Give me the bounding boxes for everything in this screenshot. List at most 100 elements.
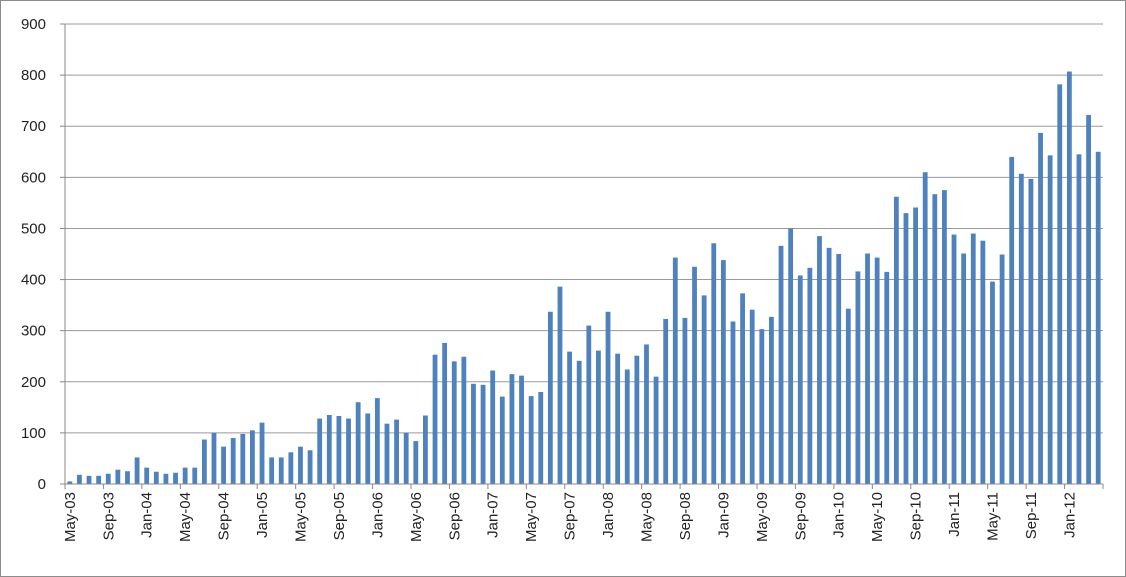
y-tick-label: 900: [21, 16, 46, 33]
bar: [423, 415, 428, 484]
bar: [605, 311, 611, 484]
bar: [653, 376, 659, 484]
bar: [519, 375, 524, 484]
bar: [903, 213, 909, 485]
x-tick-label: Jan-11: [946, 492, 963, 537]
bar: [1018, 173, 1024, 484]
x-tick-label: May-08: [638, 492, 655, 542]
bar: [769, 316, 774, 484]
bar: [326, 415, 332, 484]
x-tick-label: Sep-11: [1023, 492, 1040, 539]
bar: [374, 398, 380, 484]
bar: [865, 253, 870, 484]
x-tick-label: Sep-03: [100, 492, 117, 540]
bar: [644, 344, 649, 484]
bar: [499, 396, 505, 484]
bar: [615, 353, 621, 484]
bar: [672, 257, 678, 484]
bar: [471, 383, 476, 484]
y-tick-label: 400: [21, 272, 46, 289]
x-tick-labels: May-03 Sep-03 Jan-04 May-04 Sep-04 Jan-05 May-…: [62, 492, 1079, 542]
y-tick-label: 300: [21, 323, 46, 340]
x-tick-label: May-07: [523, 492, 540, 542]
y-tick-label: 200: [21, 374, 46, 391]
y-tick-label: 100: [21, 425, 46, 442]
x-tick-label: Sep-05: [331, 492, 348, 540]
x-tick-label: Jan-12: [1061, 492, 1078, 538]
x-tick-label: May-04: [177, 492, 194, 542]
bar: [942, 190, 947, 485]
bar: [547, 311, 553, 484]
bar: [797, 275, 803, 484]
x-tick-label: May-11: [984, 492, 1001, 541]
bar: [586, 325, 592, 484]
x-tick-label: Jan-04: [139, 492, 156, 538]
bar: [480, 384, 486, 484]
bar: [1038, 132, 1043, 484]
bar: [221, 446, 226, 484]
bar: [134, 457, 140, 484]
bar: [970, 233, 976, 484]
bar: [692, 266, 697, 484]
x-tick-label: Jan-08: [600, 492, 617, 538]
x-tick-label: May-06: [408, 492, 425, 542]
bar: [720, 260, 726, 484]
bar: [874, 257, 880, 484]
x-tick-label: May-05: [292, 492, 309, 542]
bar: [999, 254, 1005, 484]
bar: [557, 286, 563, 484]
x-tick-label: Sep-08: [677, 492, 694, 540]
x-tick-label: Sep-09: [792, 492, 809, 540]
bar: [461, 356, 467, 484]
bar: [144, 467, 150, 484]
bar: [855, 271, 861, 484]
bar: [836, 254, 842, 484]
bar: [1047, 155, 1053, 485]
x-tick-label: Sep-06: [446, 492, 463, 540]
bar: [278, 457, 284, 484]
bar: [384, 423, 390, 484]
bar: [451, 361, 457, 484]
bar: [173, 472, 178, 484]
bar: [259, 422, 265, 484]
bar: [307, 450, 313, 484]
axes: [64, 24, 1104, 489]
bar: [1009, 156, 1015, 484]
bar: [624, 369, 630, 484]
bar: [346, 418, 351, 484]
bar: [490, 370, 496, 484]
bar-series: [67, 71, 1101, 485]
bar: [442, 342, 448, 484]
bar: [1028, 178, 1034, 484]
bar: [288, 452, 294, 484]
bar: [749, 309, 755, 484]
bar: [269, 457, 275, 484]
bar: [317, 418, 323, 484]
bar: [980, 240, 986, 484]
bar: [740, 293, 745, 484]
bar: [701, 295, 707, 484]
x-tick-label: Jan-09: [715, 492, 732, 538]
bar: [634, 355, 640, 484]
bar: [663, 318, 669, 484]
x-tick-label: Jan-05: [254, 492, 271, 538]
bar: [845, 308, 851, 484]
bar: [778, 245, 784, 484]
bar: [807, 267, 813, 484]
bar: [1066, 71, 1072, 484]
gridlines: [60, 23, 1103, 485]
bar: [394, 419, 399, 484]
bar: [240, 433, 246, 484]
bar: [826, 247, 832, 484]
y-tick-label: 800: [21, 67, 46, 84]
bar: [86, 475, 92, 484]
bar: [893, 196, 899, 484]
bar: [711, 243, 717, 484]
bar: [538, 392, 544, 484]
bar: [365, 413, 371, 484]
bar: [230, 438, 236, 484]
bar: [576, 360, 582, 484]
bar: [1095, 151, 1101, 484]
